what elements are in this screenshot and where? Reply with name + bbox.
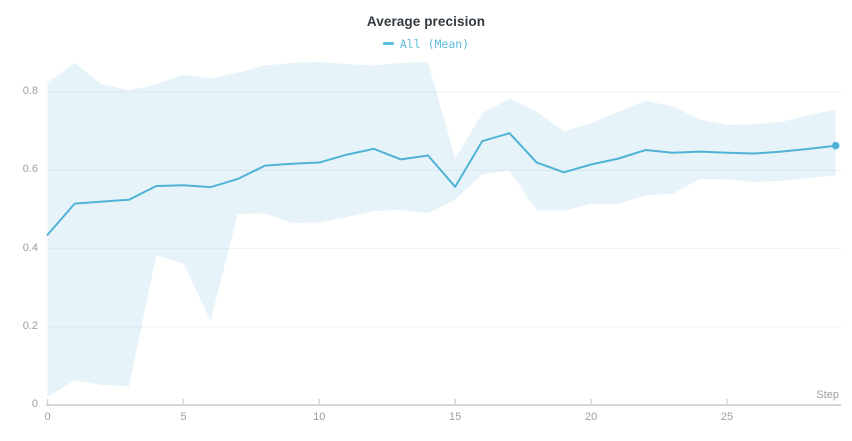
y-tick-label: 0.6 — [22, 163, 38, 176]
legend-dash-icon — [382, 42, 394, 45]
x-tick-label: 25 — [720, 411, 734, 423]
chart-title: Average precision — [366, 14, 486, 29]
y-tick-label: 0.2 — [22, 319, 38, 332]
y-tick-label: 0 — [31, 398, 38, 410]
last-point-dot — [831, 141, 840, 150]
x-tick-label: 20 — [584, 411, 598, 423]
x-tick-label: 10 — [313, 411, 326, 423]
y-tick-label: 0.4 — [22, 241, 38, 254]
x-axis-label: Step — [816, 389, 839, 401]
y-tick-label: 0.8 — [22, 85, 38, 98]
legend-label: All (Mean) — [399, 36, 470, 51]
x-tick-label: 5 — [180, 411, 187, 423]
x-tick-label: 0 — [44, 411, 51, 423]
confidence-band — [47, 62, 836, 398]
chart-legend: All (Mean) — [0, 34, 852, 51]
x-tick-label: 15 — [449, 411, 462, 423]
legend-item-all-mean: All (Mean) — [382, 36, 470, 51]
mean-line — [46, 132, 837, 236]
